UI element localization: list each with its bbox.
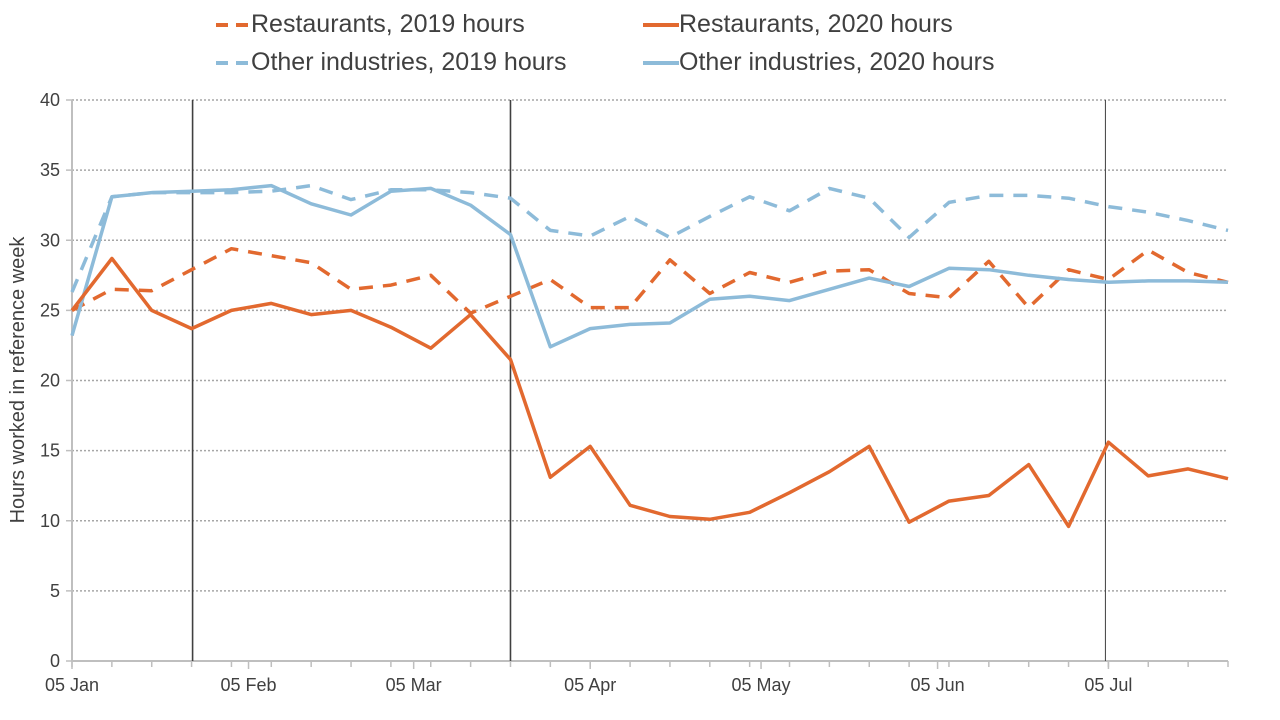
y-tick-label: 15 [40, 441, 60, 461]
series-line-restaurants-2019-hours [71, 246, 1229, 315]
x-tick-label: 05 May [732, 675, 791, 695]
y-tick-label: 20 [40, 371, 60, 391]
legend-label: Other industries, 2019 hours [251, 48, 567, 76]
x-tick-label: 05 Jan [45, 675, 99, 695]
gridlines [72, 99, 1228, 592]
dashed-line-swatch-icon [216, 22, 250, 27]
series-line-other-industries-2019-hours [70, 183, 1229, 293]
x-tick-label: 05 Mar [386, 675, 442, 695]
vertical-markers [191, 100, 1106, 661]
series-line-restaurants-2020-hours [70, 256, 1229, 529]
legend-item-restaurants-2019: Restaurants, 2019 hours [215, 10, 525, 39]
series-lines [70, 183, 1229, 529]
chart-legend: Restaurants, 2019 hours Restaurants, 202… [0, 0, 1280, 90]
legend-item-other-2020: Other industries, 2020 hours [643, 48, 994, 77]
y-axis: 0 5 10 15 20 25 30 35 40 [40, 90, 73, 671]
x-tick-label: 05 Feb [221, 675, 277, 695]
y-tick-label: 30 [40, 230, 60, 250]
x-tick-label: 05 Apr [564, 675, 616, 695]
legend-item-other-2019: Other industries, 2019 hours [215, 48, 566, 77]
x-tick-label: 05 Jun [911, 675, 965, 695]
x-tick-label: 05 Jul [1084, 675, 1132, 695]
solid-line-swatch-icon [643, 22, 679, 27]
x-axis: 05 Jan 05 Feb 05 Mar 05 Apr 05 May 05 Jun 05 J… [45, 660, 1229, 695]
y-tick-label: 0 [50, 651, 60, 671]
y-tick-label: 40 [40, 90, 60, 110]
dashed-line-swatch-icon [216, 60, 250, 65]
legend-item-restaurants-2020: Restaurants, 2020 hours [643, 10, 953, 39]
series-line-other-industries-2020-hours [70, 183, 1229, 349]
legend-label: Restaurants, 2019 hours [251, 10, 525, 38]
y-axis-label: Hours worked in reference week [7, 236, 29, 524]
legend-label: Other industries, 2020 hours [679, 48, 995, 76]
y-tick-label: 35 [40, 160, 60, 180]
y-tick-label: 10 [40, 511, 60, 531]
y-tick-label: 5 [50, 581, 60, 601]
solid-line-swatch-icon [643, 60, 679, 65]
y-tick-label: 25 [40, 300, 60, 320]
legend-label: Restaurants, 2020 hours [679, 10, 953, 38]
